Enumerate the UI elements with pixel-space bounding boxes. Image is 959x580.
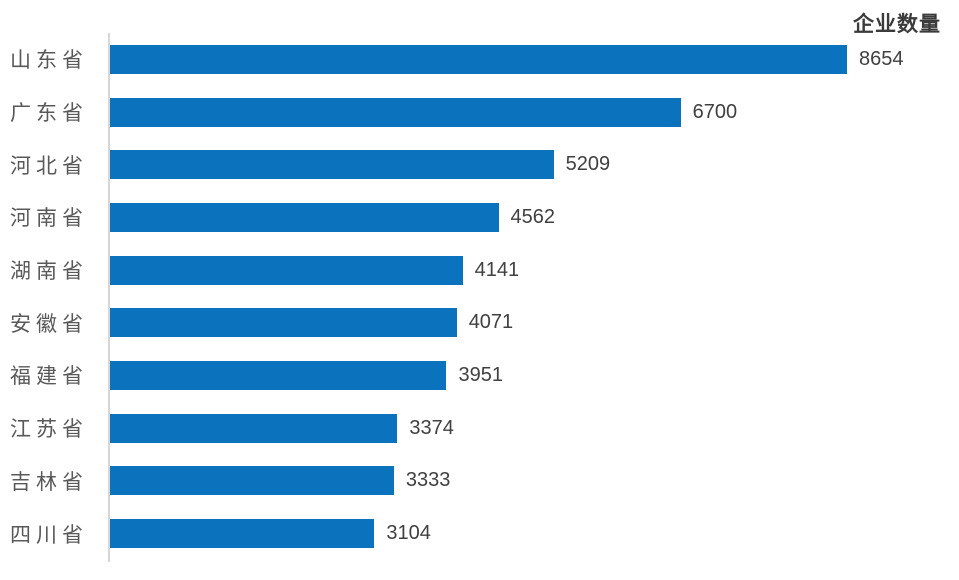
value-label: 3951 [458, 363, 503, 386]
bar-track: 3374 [110, 402, 959, 455]
bar-row: 山东省 8654 [0, 33, 959, 86]
bar-track: 8654 [110, 33, 959, 86]
bar [110, 413, 398, 443]
bar [110, 44, 847, 74]
bar-track: 6700 [110, 86, 959, 139]
value-label: 5209 [565, 153, 611, 176]
bar [110, 308, 457, 338]
bar-track: 3333 [110, 455, 959, 508]
category-label: 河南省 [10, 206, 88, 231]
bar-track: 3951 [110, 349, 959, 402]
category-label: 吉林省 [10, 469, 88, 494]
value-label: 3374 [409, 416, 454, 439]
bar-track: 4562 [110, 191, 959, 244]
bar [110, 466, 394, 496]
bar-row: 安徽省 4071 [0, 296, 959, 349]
bar-track: 3104 [110, 507, 959, 560]
value-label: 6700 [692, 100, 738, 123]
chart-title: 企业数量 [853, 13, 941, 36]
bar-track: 5209 [110, 138, 959, 191]
bar [110, 202, 499, 232]
category-label: 安徽省 [10, 311, 88, 336]
bar-row: 河北省 5209 [0, 138, 959, 191]
bar-row: 河南省 4562 [0, 191, 959, 244]
category-label: 山东省 [10, 48, 88, 73]
category-label: 河北省 [10, 153, 88, 178]
category-label: 湖南省 [10, 259, 88, 284]
value-label: 3104 [386, 522, 431, 545]
value-label: 4141 [474, 258, 520, 281]
value-label: 8654 [859, 47, 904, 70]
bar [110, 97, 681, 127]
bar-track: 4071 [110, 296, 959, 349]
category-label: 广东省 [10, 101, 88, 126]
bar-row: 湖南省 4141 [0, 244, 959, 297]
bar [110, 360, 447, 390]
bar [110, 519, 375, 549]
bar-track: 4141 [110, 244, 959, 297]
bar-row: 广东省 6700 [0, 86, 959, 139]
bar-rows-container: 山东省 8654 广东省 6700 河北省 5209 河南省 4562 湖南省 4141 安徽省 40… [0, 33, 959, 560]
y-axis-line [108, 33, 110, 562]
category-label: 江苏省 [10, 417, 88, 442]
value-label: 3333 [405, 469, 451, 492]
category-label: 福建省 [10, 364, 88, 389]
category-label: 四川省 [10, 522, 88, 547]
value-label: 4562 [510, 205, 556, 228]
bar-row: 江苏省 3374 [0, 402, 959, 455]
value-label: 4071 [468, 311, 514, 334]
bar-row: 四川省 3104 [0, 507, 959, 560]
bar-row: 福建省 3951 [0, 349, 959, 402]
bar-row: 吉林省 3333 [0, 455, 959, 508]
bar [110, 150, 554, 180]
bar [110, 255, 463, 285]
